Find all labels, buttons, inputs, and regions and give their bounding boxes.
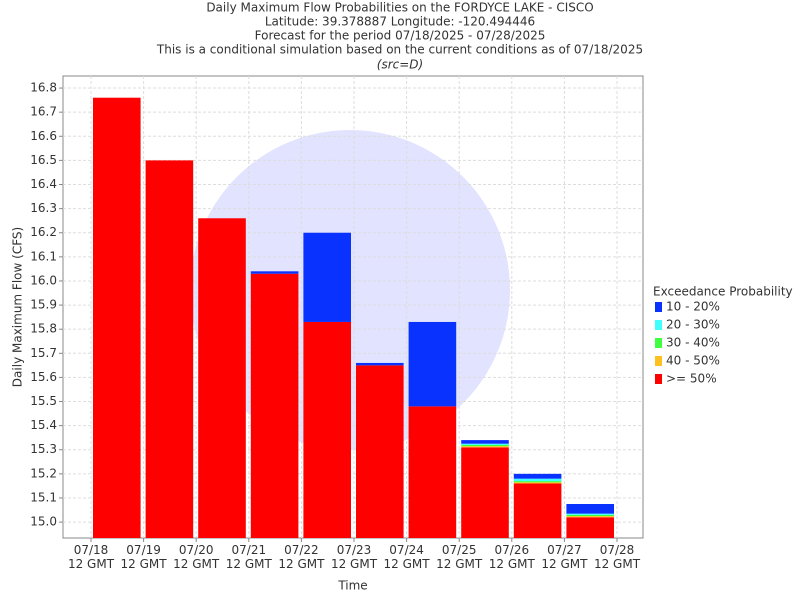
- y-tick-label: 15.8: [30, 322, 57, 336]
- y-tick-label: 15.6: [30, 370, 57, 384]
- y-tick-label: 15.9: [30, 298, 57, 312]
- bar-segment: [513, 483, 562, 538]
- bar-segment: [356, 362, 404, 366]
- x-tick-time: 12 GMT: [436, 557, 483, 571]
- bar-segment: [566, 516, 614, 518]
- legend-swatch: [655, 356, 662, 366]
- bar-segment: [461, 440, 509, 444]
- x-tick-time: 12 GMT: [541, 557, 588, 571]
- bar-segment: [303, 232, 351, 322]
- bar-segment: [250, 273, 299, 538]
- x-tick-date: 07/19: [126, 543, 161, 557]
- legend-swatch: [655, 374, 662, 384]
- x-tick-time: 12 GMT: [594, 557, 641, 571]
- bar-segment: [461, 446, 509, 448]
- legend-label: >= 50%: [666, 372, 717, 386]
- x-tick-time: 12 GMT: [489, 557, 536, 571]
- bar-segment: [303, 321, 351, 538]
- y-tick-label: 15.1: [30, 490, 57, 504]
- bar-segment: [356, 365, 404, 538]
- y-tick-label: 16.6: [30, 129, 57, 143]
- source: (src=D): [377, 58, 423, 72]
- x-tick-label: 07/21 12 GMT: [226, 543, 273, 571]
- y-tick-label: 16.1: [30, 249, 57, 263]
- y-tick-label: 16.4: [30, 177, 57, 191]
- x-tick-label: 07/22 12 GMT: [278, 543, 325, 571]
- bar-segment: [461, 444, 509, 447]
- legend-label: 40 - 50%: [666, 354, 720, 368]
- x-tick-date: 07/22: [284, 543, 319, 557]
- bar-segment: [408, 321, 457, 407]
- bar-segment: [250, 271, 299, 274]
- x-tick-date: 07/20: [179, 543, 214, 557]
- x-tick-date: 07/27: [547, 543, 582, 557]
- x-tick-date: 07/24: [389, 543, 424, 557]
- x-tick-label: 07/25 12 GMT: [436, 543, 483, 571]
- subtitle: This is a conditional simulation based o…: [156, 43, 643, 57]
- x-tick-label: 07/18 12 GMT: [68, 543, 115, 571]
- y-axis-label: Daily Maximum Flow (CFS): [11, 227, 25, 387]
- x-tick-label: 07/26 12 GMT: [489, 543, 536, 571]
- subtitle: Latitude: 39.378887 Longitude: -120.4944…: [265, 15, 535, 29]
- y-tick-label: 15.5: [30, 394, 57, 408]
- bar-segment: [513, 481, 562, 483]
- legend-swatch: [655, 338, 662, 348]
- x-tick-label: 07/28 12 GMT: [594, 543, 641, 571]
- x-tick-date: 07/21: [232, 543, 267, 557]
- y-tick-label: 16.3: [30, 201, 57, 215]
- x-tick-time: 12 GMT: [226, 557, 273, 571]
- x-tick-date: 07/23: [337, 543, 372, 557]
- legend-swatch: [655, 302, 662, 312]
- legend-label: 10 - 20%: [666, 300, 720, 314]
- x-tick-label: 07/23 12 GMT: [331, 543, 378, 571]
- y-tick-label: 16.7: [30, 105, 57, 119]
- bar-segment: [566, 513, 614, 515]
- x-tick-date: 07/18: [74, 543, 109, 557]
- bar-segment: [198, 218, 246, 538]
- bar-segment: [513, 473, 562, 479]
- x-tick-date: 07/25: [442, 543, 477, 557]
- x-tick-label: 07/20 12 GMT: [173, 543, 220, 571]
- y-tick-label: 15.4: [30, 418, 57, 432]
- x-tick-time: 12 GMT: [331, 557, 378, 571]
- bar-segment: [461, 447, 509, 538]
- x-tick-label: 07/27 12 GMT: [541, 543, 588, 571]
- x-tick-label: 07/24 12 GMT: [384, 543, 431, 571]
- bar-segment: [461, 443, 509, 445]
- y-tick-label: 15.2: [30, 466, 57, 480]
- bar-segment: [408, 406, 457, 538]
- bar-segment: [93, 97, 141, 538]
- y-tick-label: 15.3: [30, 442, 57, 456]
- legend-swatch: [655, 320, 662, 330]
- bar-segment: [566, 517, 614, 538]
- x-tick-time: 12 GMT: [384, 557, 431, 571]
- legend-title: Exceedance Probability: [653, 285, 793, 299]
- y-tick-label: 16.8: [30, 81, 57, 95]
- x-axis-label: Time: [337, 579, 367, 593]
- x-tick-label: 07/19 12 GMT: [121, 543, 168, 571]
- x-tick-date: 07/28: [600, 543, 635, 557]
- bar-segment: [566, 504, 614, 514]
- bar-segment: [513, 482, 562, 484]
- y-tick-label: 16.5: [30, 153, 57, 167]
- bar-segment: [513, 478, 562, 482]
- subtitle: Forecast for the period 07/18/2025 - 07/…: [255, 29, 546, 43]
- y-tick-label: 16.2: [30, 225, 57, 239]
- y-tick-label: 15.7: [30, 346, 57, 360]
- chart-title: Daily Maximum Flow Probabilities on the …: [206, 1, 593, 15]
- y-tick-label: 15.0: [30, 515, 57, 529]
- bar-segment: [145, 160, 194, 538]
- legend-label: 30 - 40%: [666, 336, 720, 350]
- legend-label: 20 - 30%: [666, 318, 720, 332]
- x-tick-time: 12 GMT: [121, 557, 168, 571]
- bar-segment: [566, 514, 614, 517]
- x-tick-time: 12 GMT: [278, 557, 325, 571]
- x-tick-date: 07/26: [495, 543, 530, 557]
- x-tick-time: 12 GMT: [68, 557, 115, 571]
- y-tick-label: 16.0: [30, 273, 57, 287]
- x-tick-time: 12 GMT: [173, 557, 220, 571]
